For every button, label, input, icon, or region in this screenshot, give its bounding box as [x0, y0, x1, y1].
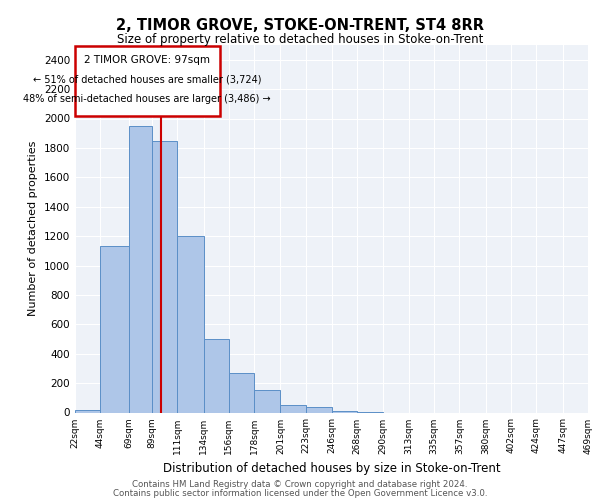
Text: ← 51% of detached houses are smaller (3,724): ← 51% of detached houses are smaller (3,…: [33, 74, 262, 85]
Bar: [100, 246, 129, 412]
Bar: [280, 405, 305, 412]
FancyBboxPatch shape: [75, 46, 220, 116]
Text: Contains public sector information licensed under the Open Government Licence v3: Contains public sector information licen…: [113, 489, 487, 498]
Text: Contains HM Land Registry data © Crown copyright and database right 2024.: Contains HM Land Registry data © Crown c…: [132, 480, 468, 489]
Y-axis label: Number of detached properties: Number of detached properties: [28, 141, 38, 316]
Bar: [332, 411, 358, 412]
Bar: [129, 126, 152, 412]
Bar: [75, 410, 100, 412]
Text: 2 TIMOR GROVE: 97sqm: 2 TIMOR GROVE: 97sqm: [85, 56, 211, 66]
Text: 2, TIMOR GROVE, STOKE-ON-TRENT, ST4 8RR: 2, TIMOR GROVE, STOKE-ON-TRENT, ST4 8RR: [116, 18, 484, 32]
Text: 48% of semi-detached houses are larger (3,486) →: 48% of semi-detached houses are larger (…: [23, 94, 271, 104]
Bar: [305, 408, 332, 412]
Bar: [229, 373, 254, 412]
X-axis label: Distribution of detached houses by size in Stoke-on-Trent: Distribution of detached houses by size …: [163, 462, 500, 475]
Bar: [152, 140, 177, 412]
Bar: [177, 236, 203, 412]
Bar: [254, 390, 280, 412]
Text: Size of property relative to detached houses in Stoke-on-Trent: Size of property relative to detached ho…: [117, 32, 483, 46]
Bar: [203, 339, 229, 412]
